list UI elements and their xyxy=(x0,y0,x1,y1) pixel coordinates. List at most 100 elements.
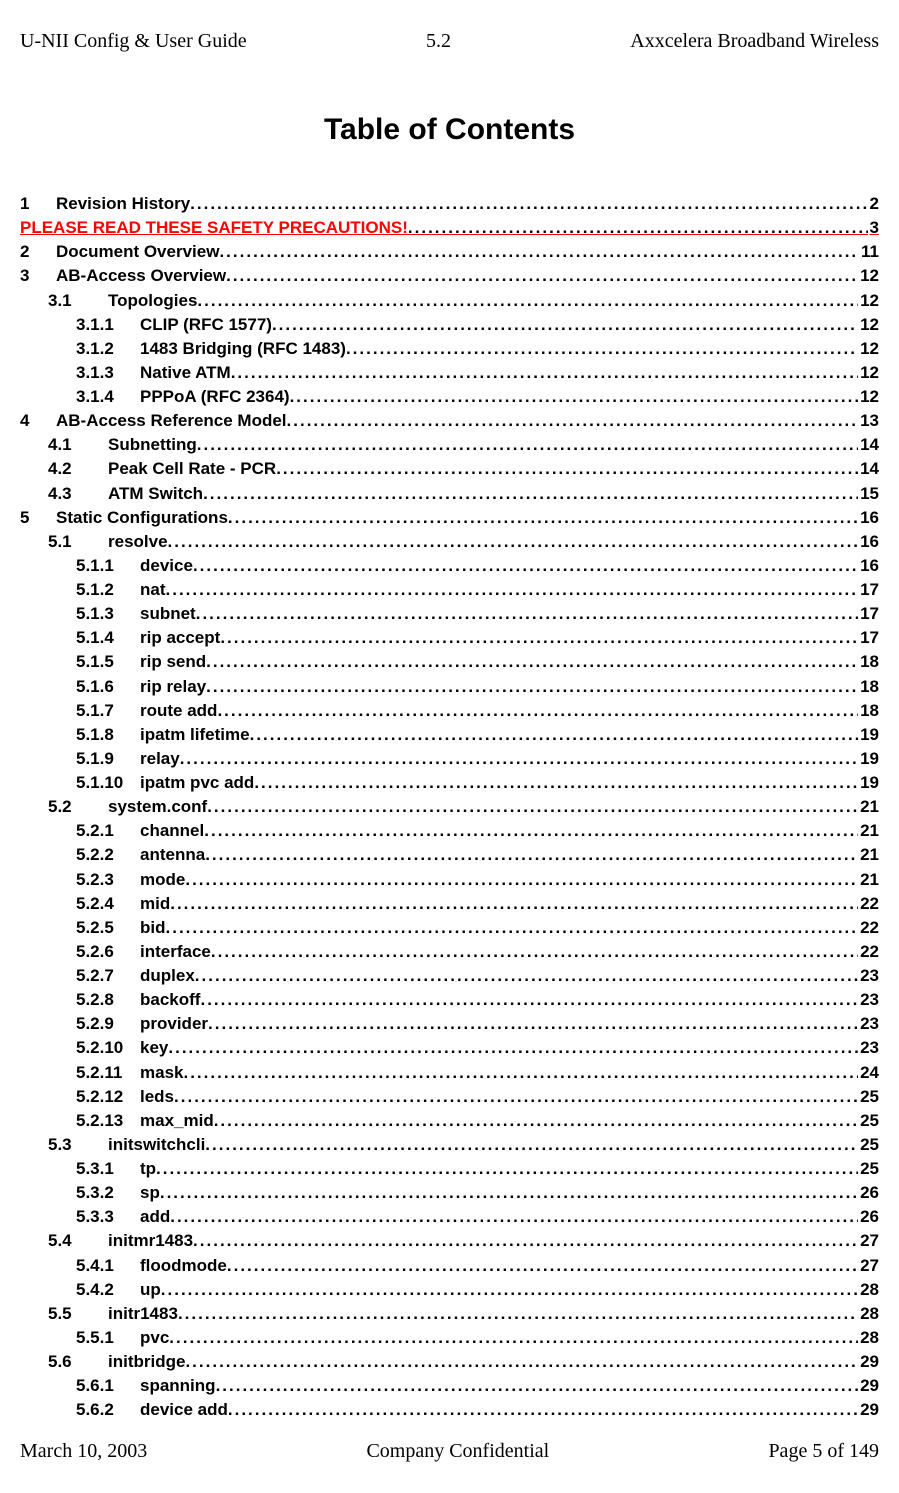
toc-entry: 5.2.12leds25 xyxy=(20,1085,879,1109)
toc-leader xyxy=(346,337,858,361)
toc-label: 5.6initbridge xyxy=(48,1350,185,1374)
toc-number: 5.3.1 xyxy=(76,1157,140,1181)
toc-label: 5.2.4mid xyxy=(76,892,170,916)
toc-text: mask xyxy=(140,1063,183,1082)
toc-entry: 5.1.3subnet17 xyxy=(20,602,879,626)
toc-leader xyxy=(290,385,859,409)
toc-leader xyxy=(166,578,859,602)
toc-label: 5.1.9relay xyxy=(76,747,180,771)
toc-text: device add xyxy=(140,1400,228,1419)
toc-entry: 5.5.1pvc28 xyxy=(20,1326,879,1350)
toc-entry: 5.2.13max_mid25 xyxy=(20,1109,879,1133)
toc-label: 5.2system.conf xyxy=(48,795,207,819)
toc-entry: 5Static Configurations16 xyxy=(20,506,879,530)
page-title: Table of Contents xyxy=(20,113,879,147)
toc-number: 5.1.4 xyxy=(76,626,140,650)
toc-label: 5.2.5bid xyxy=(76,916,166,940)
toc-leader xyxy=(168,1036,858,1060)
toc-page-number: 18 xyxy=(858,675,879,699)
toc-label: 5.1.2nat xyxy=(76,578,166,602)
page-footer: March 10, 2003 Company Confidential Page… xyxy=(20,1440,879,1463)
toc-page-number: 12 xyxy=(858,264,879,288)
toc-entry: 5.2.4mid22 xyxy=(20,892,879,916)
toc-text: Native ATM xyxy=(140,363,231,382)
toc-text: initr1483 xyxy=(108,1304,178,1323)
toc-text: leds xyxy=(140,1087,174,1106)
toc-leader xyxy=(178,1302,858,1326)
toc-text: ipatm pvc add xyxy=(140,773,254,792)
toc-number: 5.6 xyxy=(48,1350,108,1374)
toc-leader xyxy=(276,457,858,481)
toc-page-number: 17 xyxy=(858,626,879,650)
toc-text: bid xyxy=(140,918,166,937)
toc-number: 5.2.7 xyxy=(76,964,140,988)
toc-label: 5.1resolve xyxy=(48,530,168,554)
toc-text: key xyxy=(140,1038,168,1057)
toc-entry: 4.3ATM Switch15 xyxy=(20,482,879,506)
toc-page-number: 12 xyxy=(858,337,879,361)
toc-leader xyxy=(169,1326,858,1350)
toc-entry: 5.4.1floodmode27 xyxy=(20,1254,879,1278)
toc-number: 5.2.2 xyxy=(76,843,140,867)
toc-text: mid xyxy=(140,894,170,913)
toc-text: subnet xyxy=(140,604,196,623)
toc-number: 5.1 xyxy=(48,530,108,554)
toc-leader xyxy=(204,819,858,843)
toc-entry: 5.6.2device add29 xyxy=(20,1398,879,1422)
toc-leader xyxy=(161,1278,858,1302)
toc-label: 3AB-Access Overview xyxy=(20,264,226,288)
header-right: Axxcelera Broadband Wireless xyxy=(630,30,879,53)
toc-text: max_mid xyxy=(140,1111,214,1130)
toc-page-number: 18 xyxy=(858,699,879,723)
toc-leader xyxy=(214,1109,858,1133)
toc-text: provider xyxy=(140,1014,208,1033)
toc-text: duplex xyxy=(140,966,195,985)
toc-page-number: 11 xyxy=(859,240,879,264)
toc-page-number: 15 xyxy=(858,482,879,506)
toc-text: channel xyxy=(140,821,204,840)
toc-text: rip accept xyxy=(140,628,220,647)
toc-page-number: 21 xyxy=(858,795,879,819)
toc-number: 5.5 xyxy=(48,1302,108,1326)
toc-label: 5.4.1floodmode xyxy=(76,1254,227,1278)
toc-leader xyxy=(185,868,858,892)
table-of-contents: 1Revision History2PLEASE READ THESE SAFE… xyxy=(20,192,879,1422)
toc-text: Static Configurations xyxy=(56,508,228,527)
toc-label: 3.1.4PPPoA (RFC 2364) xyxy=(76,385,290,409)
toc-label: 5.6.2device add xyxy=(76,1398,228,1422)
toc-label: 5.1.3subnet xyxy=(76,602,196,626)
toc-entry: 4.1Subnetting14 xyxy=(20,433,879,457)
footer-left: March 10, 2003 xyxy=(20,1440,147,1463)
toc-leader xyxy=(183,1061,858,1085)
toc-number: 5.1.8 xyxy=(76,723,140,747)
toc-label: 5.3.3add xyxy=(76,1205,170,1229)
toc-label: 5.3.2sp xyxy=(76,1181,160,1205)
toc-label: 5.1.8ipatm lifetime xyxy=(76,723,250,747)
toc-entry: 5.3.3add26 xyxy=(20,1205,879,1229)
toc-label: 5.2.2antenna xyxy=(76,843,205,867)
toc-text: route add xyxy=(140,701,217,720)
toc-number: 5.2.1 xyxy=(76,819,140,843)
footer-right: Page 5 of 149 xyxy=(768,1440,879,1463)
toc-page-number: 23 xyxy=(858,1012,879,1036)
toc-number: 5.2.9 xyxy=(76,1012,140,1036)
toc-leader xyxy=(408,216,868,240)
toc-label: 5.2.12leds xyxy=(76,1085,174,1109)
toc-text: system.conf xyxy=(108,797,207,816)
toc-leader xyxy=(216,1374,859,1398)
toc-text: Document Overview xyxy=(56,242,219,261)
toc-entry: 5.2system.conf 21 xyxy=(20,795,879,819)
toc-page-number: 19 xyxy=(858,771,879,795)
toc-entry: 5.6initbridge29 xyxy=(20,1350,879,1374)
toc-text: initswitchcli xyxy=(108,1135,205,1154)
toc-number: 5.2.4 xyxy=(76,892,140,916)
toc-page-number: 29 xyxy=(858,1374,879,1398)
toc-number: 3.1.2 xyxy=(76,337,140,361)
footer-center: Company Confidential xyxy=(366,1440,549,1463)
toc-text: initbridge xyxy=(108,1352,185,1371)
toc-text: add xyxy=(140,1207,170,1226)
toc-entry: 4.2Peak Cell Rate - PCR14 xyxy=(20,457,879,481)
toc-leader xyxy=(219,240,859,264)
toc-number: 5.1.10 xyxy=(76,771,140,795)
toc-number: 5.4.2 xyxy=(76,1278,140,1302)
